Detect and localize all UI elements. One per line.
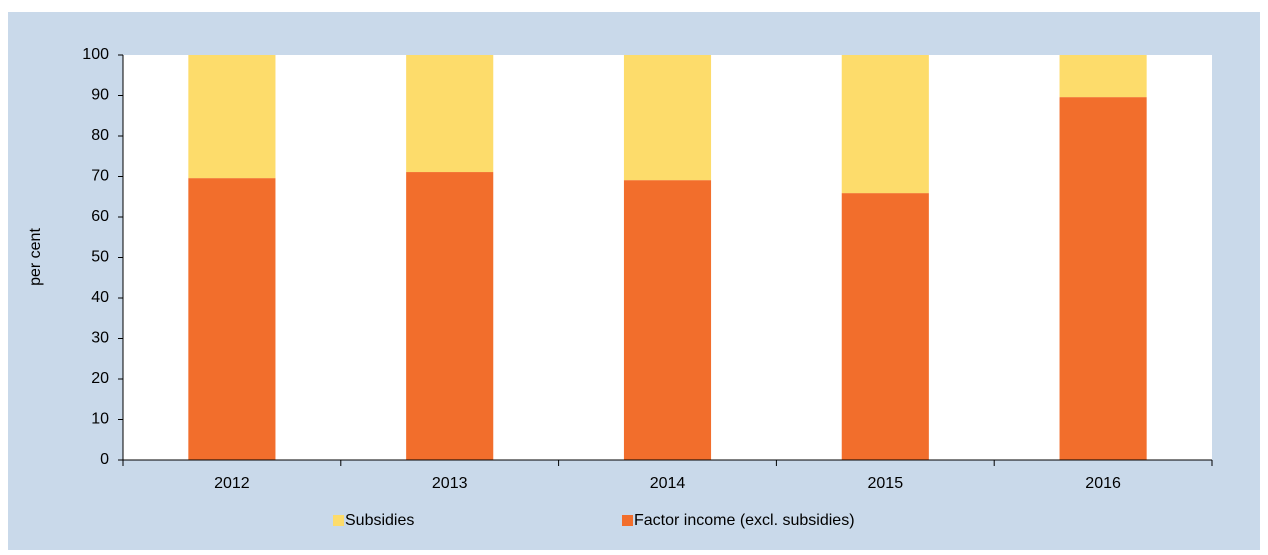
y-tick-label: 0 <box>100 451 109 468</box>
bar-segment <box>406 172 494 461</box>
y-tick-label: 50 <box>91 249 109 266</box>
bar-segment <box>1059 55 1147 98</box>
bar-segment <box>841 55 929 194</box>
y-tick-label: 70 <box>91 168 109 185</box>
x-tick-label: 2013 <box>432 475 468 492</box>
legend-swatch <box>622 515 633 526</box>
y-tick-label: 100 <box>82 46 109 63</box>
bar-segment <box>841 193 929 461</box>
bar-segment <box>406 55 494 173</box>
legend-label: Subsidies <box>345 512 414 529</box>
y-tick-label: 30 <box>91 330 109 347</box>
bar-segment <box>188 55 276 179</box>
y-tick-label: 10 <box>91 411 109 428</box>
x-tick-label: 2016 <box>1085 475 1121 492</box>
x-tick-label: 2014 <box>650 475 686 492</box>
y-tick-label: 90 <box>91 87 109 104</box>
bar-segment <box>1059 97 1147 461</box>
x-tick-label: 2012 <box>214 475 250 492</box>
bar-segment <box>623 55 712 181</box>
bar-segment <box>188 178 276 460</box>
legend-swatch <box>333 515 344 526</box>
y-tick-label: 40 <box>91 289 109 306</box>
y-tick-label: 60 <box>91 208 109 225</box>
legend-label: Factor income (excl. subsidies) <box>634 512 855 529</box>
bar-segment <box>623 180 712 460</box>
y-tick-label: 20 <box>91 370 109 387</box>
x-tick-label: 2015 <box>868 475 904 492</box>
y-tick-label: 80 <box>91 127 109 144</box>
y-axis-label: per cent <box>27 228 44 286</box>
